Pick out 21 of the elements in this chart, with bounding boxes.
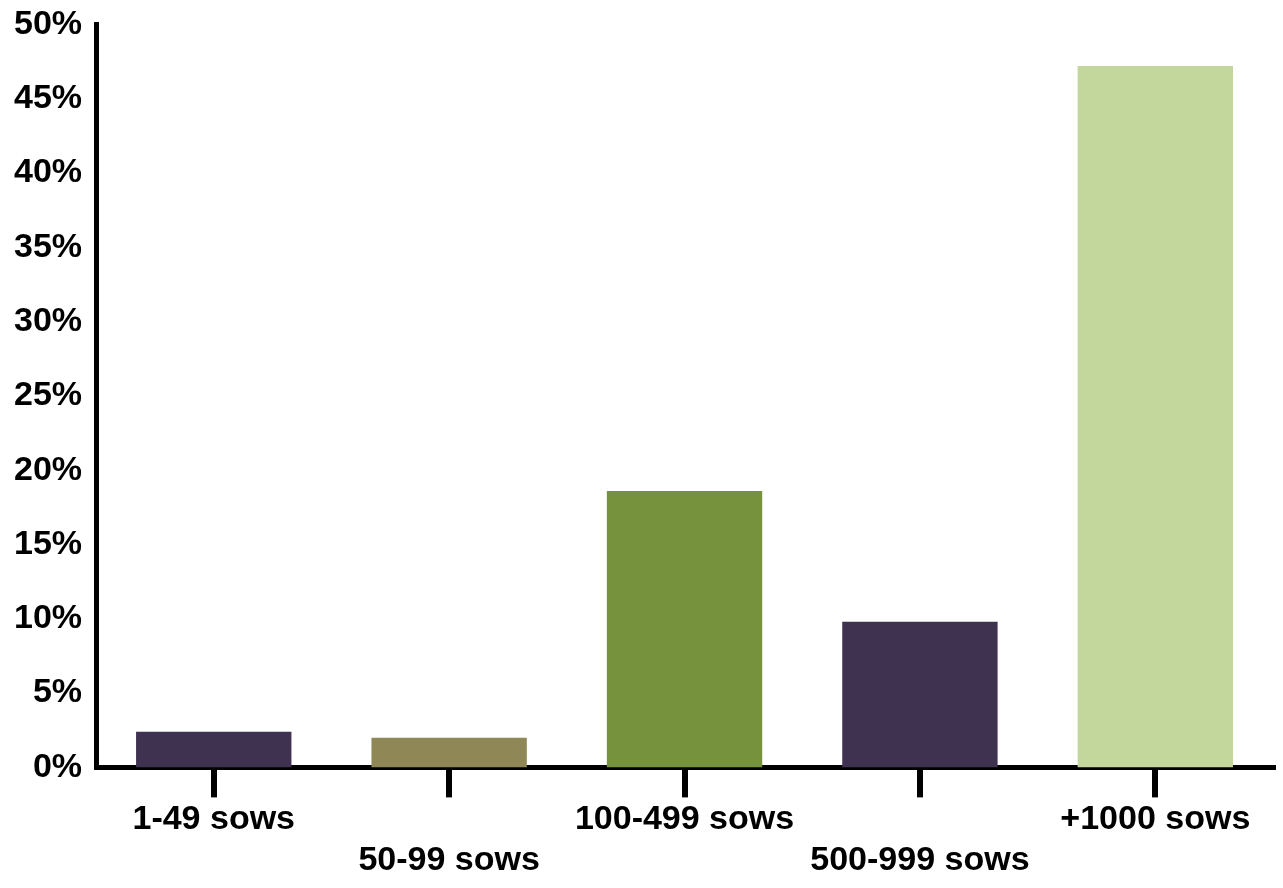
x-tick-label: 1-49 sows xyxy=(132,798,296,837)
bar xyxy=(1077,66,1233,768)
bar xyxy=(606,491,763,768)
x-tick-label: 500-999 sows xyxy=(810,838,1030,877)
y-tick-label: 30% xyxy=(13,299,83,338)
y-tick-label: 20% xyxy=(13,448,83,487)
x-tick-label: 100-499 sows xyxy=(574,798,795,837)
bar xyxy=(371,737,527,768)
bar xyxy=(136,731,292,768)
y-tick-label: 5% xyxy=(32,671,83,710)
y-tick-label: 15% xyxy=(13,522,83,561)
bar xyxy=(842,621,998,768)
y-tick-label: 35% xyxy=(13,225,83,264)
y-tick-label: 0% xyxy=(32,745,83,784)
x-tick-label: 50-99 sows xyxy=(358,838,540,877)
y-tick-label: 40% xyxy=(13,151,83,190)
x-tick-label: +1000 sows xyxy=(1060,798,1251,837)
y-tick-label: 10% xyxy=(13,597,83,636)
y-tick-label: 50% xyxy=(13,2,83,41)
y-tick-label: 45% xyxy=(13,77,83,116)
y-tick-label: 25% xyxy=(13,374,83,413)
